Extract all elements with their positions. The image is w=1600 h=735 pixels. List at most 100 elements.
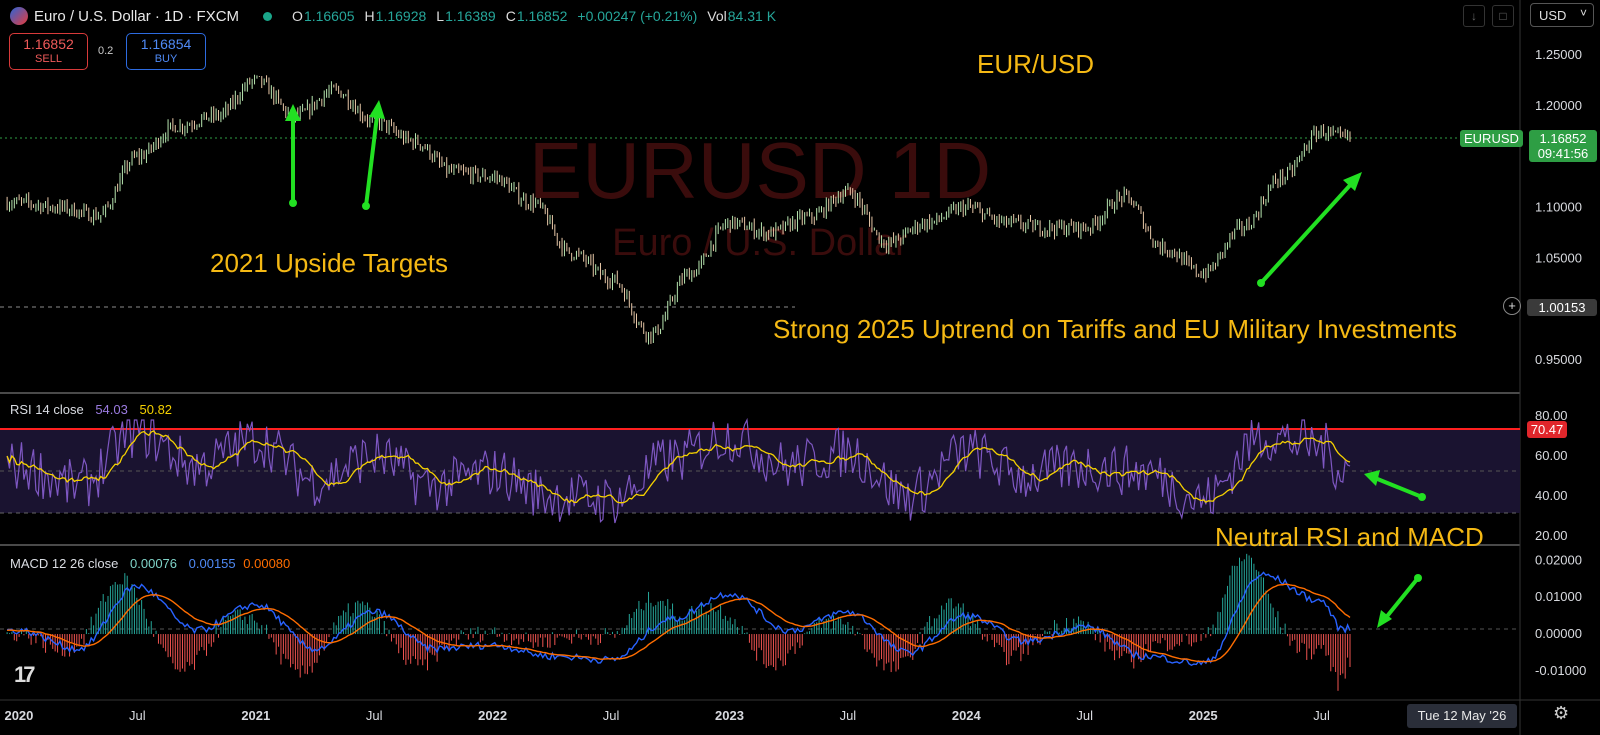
high-value: 1.16928 [375, 8, 427, 24]
x-axis-tick-label: Jul [129, 708, 146, 723]
last-price-tag: 1.16852 09:41:56 [1529, 130, 1597, 162]
buy-button[interactable]: 1.16854 BUY [126, 33, 206, 70]
arrow-tail [362, 202, 370, 210]
last-price-value: 1.16852 [1539, 131, 1587, 146]
x-axis-tick-label: 2021 [241, 708, 271, 723]
buy-price: 1.16854 [140, 36, 192, 52]
volume-value: 84.31 K [727, 8, 777, 24]
close-label: C [505, 8, 516, 24]
arrow-head [369, 100, 385, 119]
chevron-down-icon: ˅ [1579, 6, 1587, 20]
macd-hist-value: 0.00076 [130, 556, 178, 571]
y-axis-tick-label: 20.00 [1535, 528, 1568, 543]
change-value: +0.00247 (+0.21%) [577, 8, 698, 24]
sell-button[interactable]: 1.16852 SELL [9, 33, 88, 70]
rsi-legend[interactable]: RSI 14 close 54.03 50.82 [10, 402, 172, 417]
rsi-ma-value: 50.82 [139, 402, 173, 417]
sell-price: 1.16852 [23, 36, 74, 52]
y-axis-tick-label: 0.00000 [1535, 626, 1582, 641]
x-axis-tick-label: 2020 [4, 708, 34, 723]
annotation-arrows [291, 106, 1424, 622]
arrow-head [1343, 172, 1362, 191]
x-axis-tick-label: Jul [602, 708, 620, 723]
crosshair-date: Tue 12 May '26 [1407, 704, 1517, 728]
symbol-title[interactable]: Euro / U.S. Dollar · 1D · FXCM [34, 7, 240, 25]
low-value: 1.16389 [445, 8, 496, 24]
arrow-head [1377, 610, 1392, 628]
annotation-targets: 2021 Upside Targets [210, 248, 449, 278]
download-icon[interactable]: ↓ [1463, 5, 1485, 27]
maximize-icon[interactable]: □ [1492, 5, 1514, 27]
add-alert-icon[interactable]: + [1503, 297, 1521, 315]
open-label: O [292, 8, 303, 24]
gear-icon[interactable]: ⚙ [1553, 703, 1570, 723]
market-status-dot [263, 11, 273, 21]
rsi-current-tag: 70.47 [1527, 421, 1567, 438]
y-axis-tick-label: 40.00 [1535, 488, 1568, 503]
ohlc-values: O1.16605 H1.16928 L1.16389 C1.16852 +0.0… [292, 8, 776, 24]
x-axis-tick-label: Jul [839, 708, 857, 723]
macd-title: MACD 12 26 close [10, 556, 119, 571]
flag-icon [10, 7, 28, 25]
rsi-title: RSI 14 close [10, 402, 84, 417]
rsi-ma-line [6, 430, 1351, 504]
macd-signal-line [7, 583, 1351, 663]
y-axis-tick-label: 60.00 [1535, 448, 1568, 463]
close-value: 1.16852 [516, 8, 568, 24]
volume-label: Vol [707, 8, 727, 24]
countdown-value: 09:41:56 [1537, 146, 1589, 161]
low-label: L [436, 8, 445, 24]
buy-label: BUY [154, 53, 178, 65]
x-axis-tick-label: 2025 [1188, 708, 1218, 723]
annotation-uptrend: Strong 2025 Uptrend on Tariffs and EU Mi… [773, 314, 1458, 344]
arrow-tail [289, 199, 297, 207]
symbol-tag: EURUSD [1460, 130, 1523, 147]
watermark-symbol: EURUSD 1D [529, 126, 991, 215]
arrow-macd [1382, 576, 1420, 622]
spread-value: 0.2 [98, 45, 114, 57]
macd-signal-value: 0.00080 [243, 556, 291, 571]
annotation-neutral: Neutral RSI and MACD [1215, 522, 1484, 552]
arrow-tail [1257, 279, 1265, 287]
arrow-target-2 [364, 106, 380, 208]
arrow-tails [289, 199, 1426, 582]
currency-label: USD [1539, 8, 1567, 23]
y-axis-tick-label: 1.05000 [1535, 250, 1582, 265]
y-axis-tick-label: 80.00 [1535, 408, 1568, 423]
y-axis-tick-label: 1.20000 [1535, 98, 1582, 113]
rsi-line [6, 417, 1351, 524]
y-axis-tick-label: 1.25000 [1535, 47, 1582, 62]
arrow-tail [1414, 574, 1422, 582]
macd-legend[interactable]: MACD 12 26 close 0.00076 0.00155 0.00080 [10, 556, 290, 571]
high-label: H [364, 8, 375, 24]
macd-line [6, 571, 1351, 666]
symbol-header[interactable]: Euro / U.S. Dollar · 1D · FXCM O1.16605 … [10, 6, 776, 26]
rsi-value: 54.03 [95, 402, 128, 417]
arrow-rsi [1373, 476, 1424, 499]
x-axis-tick-label: Jul [365, 708, 383, 723]
x-axis-tick-label: 2024 [951, 708, 981, 723]
x-axis-tick-label: Jul [1076, 708, 1094, 723]
arrow-head [285, 104, 301, 121]
x-axis-tick-label: 2022 [478, 708, 508, 723]
sell-label: SELL [35, 53, 62, 65]
currency-select[interactable]: USD ˅ [1530, 3, 1594, 27]
y-axis-tick-label: 0.01000 [1535, 589, 1582, 604]
arrow-heads [285, 100, 1392, 628]
open-value: 1.16605 [303, 8, 355, 24]
tradingview-logo: 17 [14, 662, 36, 687]
arrow-uptrend [1259, 180, 1355, 285]
y-axis-tick-label: 0.02000 [1535, 552, 1582, 567]
y-axis-tick-label: 0.95000 [1535, 352, 1582, 367]
y-axis-tick-label: 1.10000 [1535, 200, 1582, 215]
annotation-title: EUR/USD [977, 49, 1095, 79]
arrow-tail [1418, 493, 1426, 501]
x-axis-tick-label: Jul [1313, 708, 1330, 723]
x-axis-tick-label: 2023 [715, 708, 744, 723]
watermark-name: Euro / U.S. Dollar [612, 222, 908, 264]
y-axis-tick-label: -0.01000 [1535, 663, 1586, 678]
macd-value: 0.00155 [188, 556, 236, 571]
crosshair-price-tag: 1.00153 [1527, 299, 1597, 316]
arrow-head [1364, 470, 1380, 486]
